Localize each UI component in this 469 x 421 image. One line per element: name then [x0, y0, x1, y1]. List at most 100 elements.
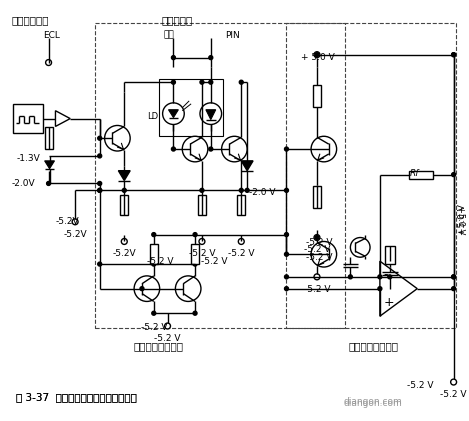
Bar [13, 104, 43, 133]
Text: -5.2 V: -5.2 V [141, 323, 167, 333]
Bar [159, 79, 223, 136]
Text: -2.0 V: -2.0 V [249, 188, 276, 197]
Circle shape [238, 239, 244, 245]
Circle shape [452, 275, 455, 279]
Circle shape [451, 379, 456, 385]
Bar [95, 23, 346, 328]
Text: -5.2 V: -5.2 V [201, 257, 227, 266]
Circle shape [72, 219, 78, 225]
Text: -5.2 V: -5.2 V [304, 285, 330, 294]
Text: -2.0V: -2.0V [11, 179, 35, 188]
Text: -5.2V: -5.2V [55, 217, 79, 226]
Polygon shape [45, 161, 54, 169]
Text: -5.2 V: -5.2 V [154, 334, 181, 343]
Bar [198, 195, 206, 215]
Polygon shape [168, 110, 178, 117]
Text: 图 3-37  一个简单的光发射机实际电路: 图 3-37 一个简单的光发射机实际电路 [16, 392, 137, 402]
Text: -5.2V: -5.2V [113, 249, 136, 258]
Text: diangon.com: diangon.com [343, 397, 402, 406]
Circle shape [193, 311, 197, 315]
Bar [237, 195, 245, 215]
Text: 正向偏置控制电路: 正向偏置控制电路 [348, 341, 398, 351]
Circle shape [311, 136, 337, 162]
Circle shape [200, 188, 204, 192]
Circle shape [209, 147, 213, 151]
Circle shape [98, 188, 102, 192]
Circle shape [140, 287, 144, 290]
Bar [313, 85, 321, 107]
Circle shape [193, 233, 197, 237]
Circle shape [209, 56, 213, 60]
Text: diangon.com: diangon.com [343, 399, 402, 408]
Circle shape [285, 147, 288, 151]
Circle shape [200, 80, 204, 84]
Circle shape [350, 237, 370, 257]
Circle shape [285, 287, 288, 290]
Circle shape [152, 233, 156, 237]
Circle shape [152, 311, 156, 315]
Circle shape [285, 188, 288, 192]
Circle shape [98, 181, 102, 185]
Polygon shape [118, 171, 130, 181]
Circle shape [315, 236, 319, 240]
Circle shape [98, 136, 102, 140]
Text: Rf: Rf [409, 169, 419, 178]
Circle shape [165, 323, 171, 329]
Text: -5.2 V: -5.2 V [440, 390, 467, 399]
Circle shape [388, 275, 392, 279]
Circle shape [378, 287, 382, 290]
Polygon shape [241, 161, 253, 171]
Circle shape [314, 274, 320, 280]
Circle shape [46, 181, 51, 185]
Text: -5.2 V: -5.2 V [306, 238, 333, 247]
Circle shape [452, 287, 455, 290]
Circle shape [122, 188, 126, 192]
Text: -5.2 V: -5.2 V [189, 249, 215, 258]
Bar [191, 245, 199, 264]
Text: 光纤: 光纤 [164, 30, 174, 40]
Circle shape [452, 53, 455, 57]
Bar [385, 246, 394, 264]
Text: ECL: ECL [43, 30, 60, 40]
Circle shape [378, 275, 382, 279]
Circle shape [121, 239, 127, 245]
Circle shape [239, 188, 243, 192]
Circle shape [200, 103, 222, 125]
Circle shape [314, 234, 320, 240]
Text: -5.2 V: -5.2 V [147, 257, 174, 266]
Text: PIN: PIN [226, 30, 240, 40]
Circle shape [314, 52, 320, 58]
Circle shape [175, 276, 201, 301]
Circle shape [239, 80, 243, 84]
Circle shape [98, 262, 102, 266]
Text: -1.3V: -1.3V [16, 155, 40, 163]
Circle shape [209, 80, 213, 84]
Circle shape [45, 60, 52, 66]
Text: -5.2 V: -5.2 V [306, 253, 333, 262]
Circle shape [199, 239, 205, 245]
Text: 图 3-37  一个简单的光发射机实际电路: 图 3-37 一个简单的光发射机实际电路 [16, 392, 137, 402]
Text: 光信号输出: 光信号输出 [162, 15, 193, 25]
Text: +: + [384, 296, 394, 309]
Text: +5.0 V: +5.0 V [455, 205, 465, 234]
Circle shape [285, 233, 288, 237]
Bar [409, 171, 433, 179]
Circle shape [285, 275, 288, 279]
Circle shape [285, 252, 288, 256]
Circle shape [172, 147, 175, 151]
Text: 数字信号输入: 数字信号输入 [11, 15, 49, 25]
Polygon shape [380, 261, 417, 316]
Text: -: - [384, 269, 388, 281]
Circle shape [172, 56, 175, 60]
Circle shape [182, 136, 208, 162]
Circle shape [98, 154, 102, 158]
Text: -5.2V: -5.2V [63, 230, 87, 239]
Text: 激光器及调制电路: 激光器及调制电路 [134, 341, 184, 351]
Circle shape [105, 125, 130, 151]
Circle shape [452, 53, 455, 57]
Circle shape [98, 188, 102, 192]
Text: -5.2 V: -5.2 V [304, 245, 330, 254]
Circle shape [452, 173, 455, 176]
Text: +5.0 V: +5.0 V [458, 205, 467, 235]
Circle shape [172, 80, 175, 84]
